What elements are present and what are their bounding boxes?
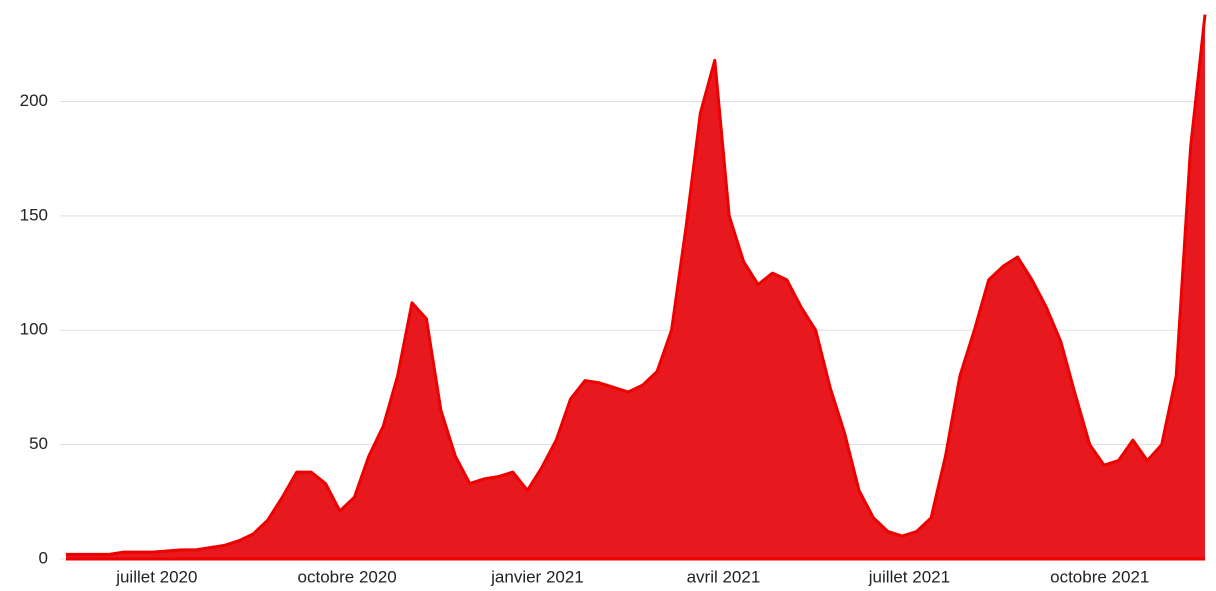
x-tick-label: juillet 2020	[115, 567, 197, 586]
y-tick-label: 100	[20, 320, 48, 339]
x-tick-label: janvier 2021	[490, 567, 584, 586]
area-line	[66, 14, 1207, 556]
x-tick-label: octobre 2020	[298, 567, 397, 586]
x-tick-label: juillet 2021	[868, 567, 950, 586]
x-tick-label: octobre 2021	[1050, 567, 1149, 586]
area	[66, 14, 1205, 560]
y-tick-label: 0	[39, 548, 48, 567]
y-tick-label: 50	[29, 434, 48, 453]
y-tick-label: 200	[20, 91, 48, 110]
x-tick-label: avril 2021	[687, 567, 761, 586]
y-tick-label: 150	[20, 205, 48, 224]
